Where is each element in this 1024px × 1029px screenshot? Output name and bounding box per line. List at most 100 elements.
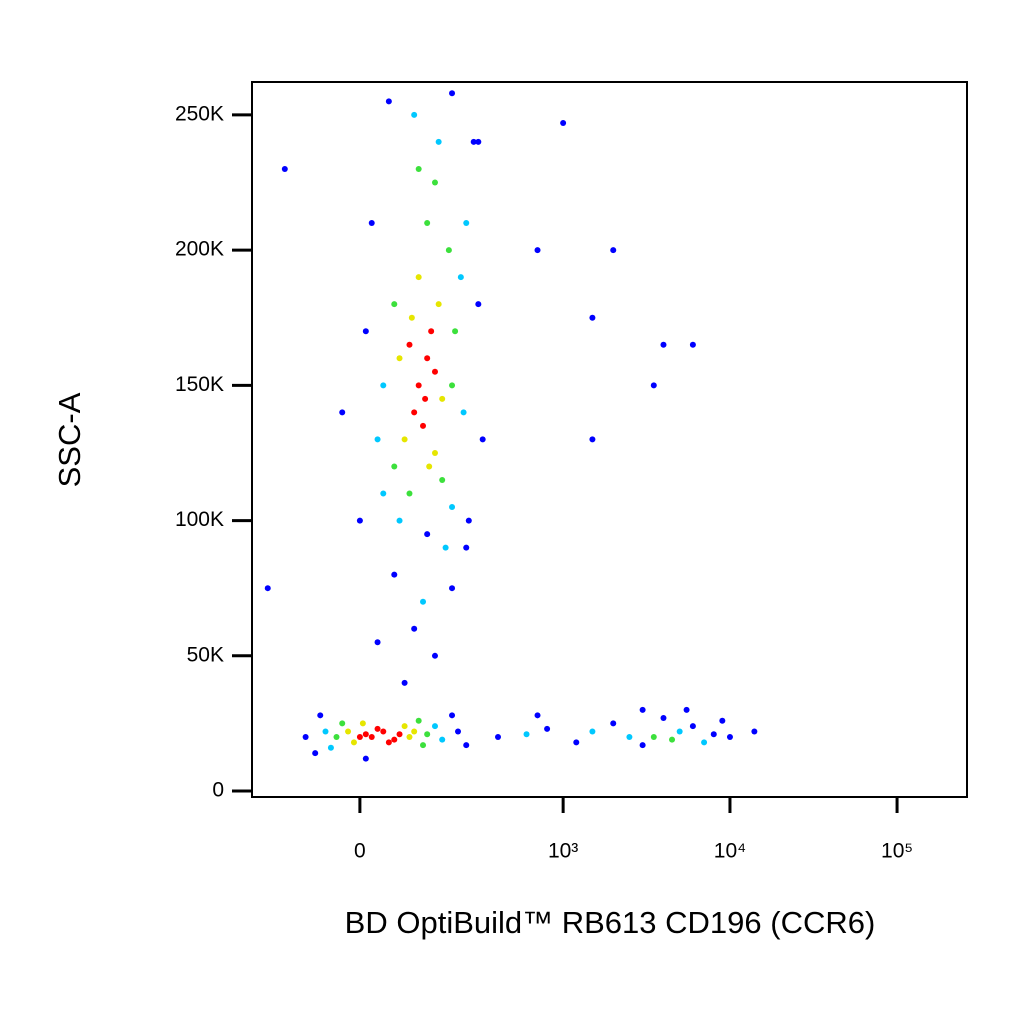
point xyxy=(401,679,408,686)
point xyxy=(411,111,418,118)
point xyxy=(411,728,418,735)
point xyxy=(391,571,398,578)
point xyxy=(449,90,456,97)
point xyxy=(626,733,633,740)
point xyxy=(650,382,657,389)
point xyxy=(589,728,596,735)
point xyxy=(356,733,363,740)
point xyxy=(431,652,438,659)
point xyxy=(374,436,381,443)
point xyxy=(368,220,375,227)
point xyxy=(452,328,459,335)
point xyxy=(385,98,392,105)
point xyxy=(424,531,431,538)
point xyxy=(422,395,429,402)
point xyxy=(439,736,446,743)
point xyxy=(350,739,357,746)
point xyxy=(374,725,381,732)
point xyxy=(408,314,415,321)
point xyxy=(317,712,324,719)
point xyxy=(639,742,646,749)
point xyxy=(424,355,431,362)
point xyxy=(391,736,398,743)
point xyxy=(380,490,387,497)
point xyxy=(589,314,596,321)
point xyxy=(455,728,462,735)
point xyxy=(333,733,340,740)
y-tick-label: 150K xyxy=(175,373,224,396)
point xyxy=(710,731,717,738)
point xyxy=(420,598,427,605)
point xyxy=(359,720,366,727)
x-axis-label: BD OptiBuild™ RB613 CD196 (CCR6) xyxy=(345,905,876,940)
point xyxy=(495,733,502,740)
point xyxy=(465,517,472,524)
point xyxy=(449,382,456,389)
point xyxy=(385,739,392,746)
point xyxy=(523,731,530,738)
point xyxy=(676,728,683,735)
point xyxy=(415,274,422,281)
point xyxy=(339,720,346,727)
point xyxy=(449,585,456,592)
point xyxy=(689,341,696,348)
point xyxy=(362,731,369,738)
point xyxy=(560,119,567,126)
point xyxy=(463,544,470,551)
y-tick-label: 200K xyxy=(175,238,224,261)
point xyxy=(415,382,422,389)
point xyxy=(719,717,726,724)
point xyxy=(475,301,482,308)
point xyxy=(401,436,408,443)
point xyxy=(428,328,435,335)
point xyxy=(426,463,433,470)
point xyxy=(639,706,646,713)
point xyxy=(589,436,596,443)
point xyxy=(356,517,363,524)
point xyxy=(470,138,477,145)
point xyxy=(683,706,690,713)
x-tick-label: 0 xyxy=(354,840,366,863)
point xyxy=(396,355,403,362)
point xyxy=(460,409,467,416)
point xyxy=(420,742,427,749)
point xyxy=(322,728,329,735)
point xyxy=(339,409,346,416)
point xyxy=(302,733,309,740)
point xyxy=(374,639,381,646)
point xyxy=(415,717,422,724)
point xyxy=(415,165,422,172)
point xyxy=(281,165,288,172)
point xyxy=(435,301,442,308)
point xyxy=(449,504,456,511)
point xyxy=(544,725,551,732)
point xyxy=(660,715,667,722)
point xyxy=(391,301,398,308)
point xyxy=(475,138,482,145)
y-tick-label: 50K xyxy=(187,643,224,666)
point xyxy=(463,220,470,227)
point xyxy=(411,625,418,632)
point xyxy=(420,422,427,429)
point xyxy=(424,220,431,227)
point xyxy=(573,739,580,746)
point xyxy=(431,449,438,456)
point xyxy=(435,138,442,145)
point xyxy=(610,720,617,727)
point xyxy=(380,382,387,389)
point xyxy=(660,341,667,348)
point xyxy=(442,544,449,551)
points xyxy=(264,90,758,762)
point xyxy=(264,585,271,592)
point xyxy=(406,341,413,348)
point xyxy=(689,723,696,730)
point xyxy=(424,731,431,738)
point xyxy=(439,395,446,402)
plot-frame xyxy=(251,81,968,798)
point xyxy=(368,733,375,740)
point xyxy=(431,368,438,375)
point xyxy=(406,733,413,740)
point xyxy=(463,742,470,749)
point xyxy=(391,463,398,470)
